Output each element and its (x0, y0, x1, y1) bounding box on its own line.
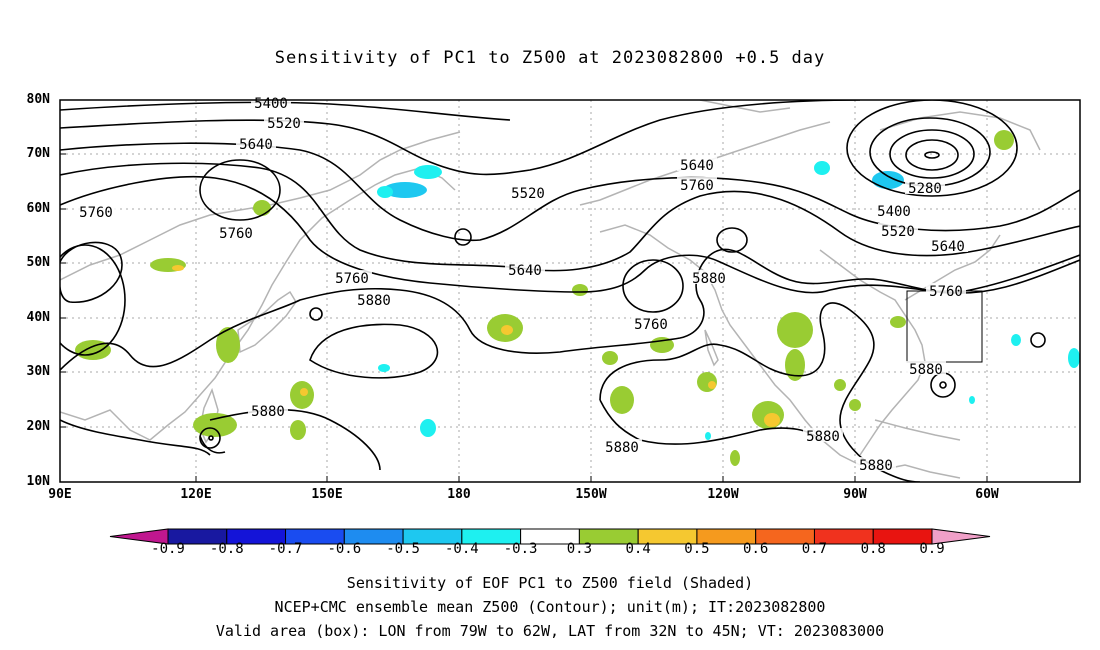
colorbar-tick-label: -0.5 (386, 541, 420, 557)
lat-label-50n: 50N (26, 255, 50, 270)
contour-label-bg (602, 439, 642, 453)
lon-label-120e: 120E (180, 487, 212, 502)
lat-label-40n: 40N (26, 310, 50, 325)
contour-label-bg (874, 203, 914, 217)
contour-label-bg (905, 180, 945, 194)
contour-label: 5880 (806, 429, 840, 445)
contour-label: 5400 (254, 96, 288, 112)
contour-label: 5640 (508, 263, 542, 279)
sensitivity-shading (75, 130, 1080, 466)
lon-label-120w: 120W (707, 487, 739, 502)
contour-label-bg (906, 361, 946, 375)
colorbar-tick-label: 0.6 (743, 541, 769, 557)
contour-label-bg (631, 316, 671, 330)
contour-label: 5880 (909, 362, 943, 378)
lon-label-90e: 90E (48, 487, 72, 502)
caption-line-2: NCEP+CMC ensemble mean Z500 (Contour); u… (274, 598, 826, 616)
contour-label-bg (803, 428, 843, 442)
contour-label-bg (677, 177, 717, 191)
contour-label: 5880 (251, 404, 285, 420)
colorbar-tick-label: 0.3 (566, 541, 593, 557)
contour-label: 5760 (219, 226, 253, 242)
contour-label: 5640 (680, 158, 714, 174)
colorbar-tick-label: 0.7 (801, 541, 828, 557)
lat-label-30n: 30N (26, 364, 50, 379)
contour-label: 5880 (357, 293, 391, 309)
lon-label-60w: 60W (975, 487, 999, 502)
contour-label: 5760 (634, 317, 668, 333)
gridlines (60, 100, 1080, 482)
contour-label-bg (354, 292, 394, 306)
lon-label-90w: 90W (843, 487, 867, 502)
colorbar-swatch (931, 528, 991, 545)
contour-label: 5400 (877, 204, 911, 220)
contour-label: 5520 (511, 186, 545, 202)
contour-label: 5520 (881, 224, 915, 240)
contour-label-bg (856, 457, 896, 471)
lat-label-10n: 10N (26, 474, 50, 489)
contour-label-bg (928, 238, 968, 252)
colorbar-tick-label: 0.5 (684, 541, 710, 557)
z500-contours (60, 100, 1080, 482)
map-title: Sensitivity of PC1 to Z500 at 2023082800… (274, 48, 826, 68)
contour-label-bg (251, 95, 291, 109)
contour-label-bg (332, 270, 372, 284)
map-frame (59, 99, 1081, 483)
lat-label-60n: 60N (26, 201, 50, 216)
contour-label-bg (508, 185, 548, 199)
lat-label-80n: 80N (26, 92, 50, 107)
colorbar-tick-label: -0.3 (503, 541, 538, 557)
lat-label-70n: 70N (26, 146, 50, 161)
colorbar-tick-label: -0.8 (209, 541, 244, 557)
contour-label: 5880 (692, 271, 726, 287)
colorbar-tick-label: 0.4 (625, 541, 651, 557)
contour-label-bg (689, 270, 729, 284)
contour-label: 5520 (267, 116, 301, 132)
contour-label-bg (926, 283, 966, 297)
contour-label-bg (677, 157, 717, 171)
colorbar-tick-label: -0.7 (268, 541, 303, 557)
contour-label: 5280 (908, 181, 942, 197)
lat-label-20n: 20N (26, 419, 50, 434)
lon-label-150w: 150W (575, 487, 607, 502)
caption-line-3: Valid area (box): LON from 79W to 62W, L… (215, 622, 885, 640)
contour-label: 5760 (335, 271, 369, 287)
contour-label: 5760 (929, 284, 963, 300)
caption-line-1: Sensitivity of EOF PC1 to Z500 field (Sh… (346, 574, 754, 592)
colorbar-tick-label: 0.8 (860, 541, 886, 557)
contour-label: 5760 (680, 178, 714, 194)
contour-label-bg (878, 223, 918, 237)
contour-label-bg (216, 225, 256, 239)
colorbar (109, 528, 991, 545)
contour-label-bg (505, 262, 545, 276)
colorbar-tick-label: -0.6 (327, 541, 362, 557)
axis-ticks (60, 99, 988, 482)
contour-label: 5640 (239, 137, 273, 153)
contour-label-bg (76, 204, 116, 218)
contour-label-bg (264, 115, 304, 129)
colorbar-tick-label: 0.9 (919, 541, 945, 557)
colorbar-tick-label: -0.9 (151, 541, 185, 557)
lon-label-150e: 150E (311, 487, 343, 502)
contour-label-bg (248, 403, 288, 417)
colorbar-tick-label: -0.4 (444, 541, 479, 557)
contour-label-bg (236, 136, 276, 150)
contour-label: 5880 (859, 458, 893, 474)
contour-label: 5640 (931, 239, 965, 255)
contour-label: 5760 (79, 205, 113, 221)
contour-label: 5880 (605, 440, 639, 456)
lon-label-180: 180 (447, 487, 471, 502)
